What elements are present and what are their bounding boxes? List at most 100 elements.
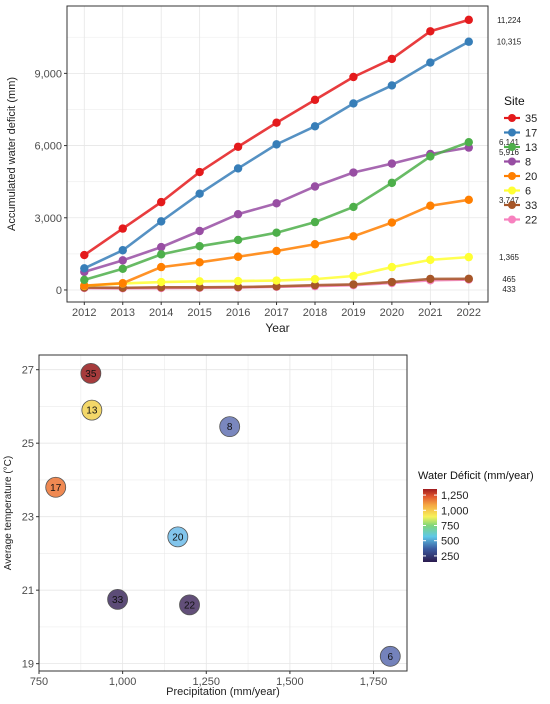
data-point-6	[426, 255, 435, 265]
x-tick-label: 2014	[149, 307, 173, 319]
data-point-17	[387, 81, 397, 90]
data-point-33	[310, 280, 320, 290]
x-tick-label: 1,000	[109, 676, 137, 688]
data-point-13	[156, 250, 166, 259]
data-point-13	[118, 264, 127, 273]
bubble-label-33: 33	[112, 595, 124, 606]
bubble-label-6: 6	[387, 652, 393, 663]
y-axis-title: Average temperature (°C)	[3, 456, 14, 570]
end-label-33: 465	[502, 275, 516, 284]
legend-key-point-6	[508, 186, 516, 195]
legend-key-point-35	[508, 114, 516, 122]
data-point-35	[349, 72, 358, 82]
y-axis-title: Accumulated water deficit (mm)	[6, 77, 18, 231]
x-tick-label: 2021	[418, 307, 442, 319]
x-tick-label: 2013	[111, 307, 135, 319]
data-point-33	[233, 282, 243, 292]
data-point-8	[195, 226, 204, 236]
plot-panel	[38, 354, 408, 672]
end-label-8: 5,916	[499, 148, 520, 157]
data-point-17	[426, 58, 435, 67]
end-label-17: 10,315	[497, 38, 522, 47]
data-point-17	[80, 264, 89, 273]
data-point-8	[118, 256, 127, 265]
legend-label-13: 13	[525, 142, 537, 154]
data-point-13	[387, 178, 397, 188]
data-point-8	[272, 199, 281, 208]
legend-key-point-13	[508, 143, 516, 151]
y-tick-label: 25	[22, 438, 34, 450]
bubble-label-35: 35	[85, 369, 97, 380]
data-point-6	[195, 277, 204, 286]
colorbar-tick-label: 1,000	[441, 505, 469, 517]
bubble-33	[107, 588, 129, 610]
data-point-8	[349, 168, 358, 177]
bubble-label-22: 22	[184, 600, 196, 611]
x-tick-label: 2015	[187, 307, 211, 319]
x-axis-title: Year	[265, 321, 289, 335]
x-tick-label: 2018	[303, 307, 327, 319]
bubble-chart: 750 1,000 1,250 1,500 1,750 19 21 23 25 27 Precipi…	[3, 354, 534, 698]
data-point-13	[349, 202, 358, 212]
legend-key-point-8	[508, 157, 516, 166]
end-label-35: 11,224	[497, 16, 521, 25]
data-point-6	[349, 271, 358, 281]
data-point-33	[195, 283, 204, 292]
data-point-35	[310, 95, 320, 105]
y-tick-label: 6,000	[34, 141, 62, 153]
data-point-13	[80, 275, 89, 285]
data-point-13	[464, 137, 473, 147]
bubble-label-13: 13	[86, 406, 98, 417]
bubble-label-20: 20	[172, 532, 184, 543]
bubble-8	[219, 416, 241, 438]
data-point-35	[156, 197, 166, 207]
end-label-22: 433	[502, 285, 516, 294]
data-point-13	[426, 152, 435, 161]
data-point-20	[118, 279, 127, 288]
colorbar-tick-label: 500	[441, 536, 459, 548]
data-point-35	[118, 224, 127, 233]
x-tick-label: 2022	[457, 307, 481, 319]
data-point-35	[272, 118, 281, 127]
end-label-20: 3,747	[499, 196, 520, 205]
colorbar	[423, 489, 437, 562]
bubble-label-8: 8	[227, 422, 233, 433]
data-point-8	[387, 159, 397, 168]
data-point-20	[310, 240, 320, 249]
data-point-17	[272, 140, 281, 149]
y-tick-label: 27	[22, 365, 34, 377]
data-point-20	[156, 262, 166, 272]
colorbar-tick-label: 750	[441, 521, 459, 533]
data-point-17	[233, 164, 243, 173]
y-tick-label: 19	[22, 659, 34, 671]
data-point-17	[349, 99, 358, 108]
data-point-35	[426, 27, 435, 36]
y-tick-label: 23	[22, 512, 34, 524]
data-point-6	[156, 277, 166, 287]
legend-key-point-20	[508, 172, 516, 180]
x-tick-label: 2019	[341, 307, 365, 319]
bubble-20	[167, 526, 189, 548]
y-tick-label: 21	[22, 585, 34, 597]
legend-label-17: 17	[525, 128, 537, 140]
legend-label-35: 35	[525, 113, 537, 125]
colorbar-tick-label: 1,250	[441, 490, 469, 502]
bubble-13	[81, 399, 103, 421]
legend-title: Site	[504, 94, 525, 108]
y-tick-label: 0	[56, 285, 62, 297]
data-point-33	[464, 274, 473, 283]
data-point-8	[233, 209, 243, 219]
data-point-20	[80, 281, 89, 290]
end-label-13: 6,141	[499, 138, 520, 147]
data-point-6	[464, 252, 473, 262]
data-point-20	[349, 232, 358, 241]
data-point-13	[272, 228, 281, 237]
data-point-6	[233, 276, 243, 286]
end-label-6: 1,365	[499, 253, 520, 262]
data-point-6	[310, 274, 320, 284]
data-point-33	[349, 280, 358, 289]
x-tick-label: 750	[30, 676, 48, 688]
x-tick-label: 1,750	[360, 676, 388, 688]
data-point-33	[272, 282, 281, 291]
